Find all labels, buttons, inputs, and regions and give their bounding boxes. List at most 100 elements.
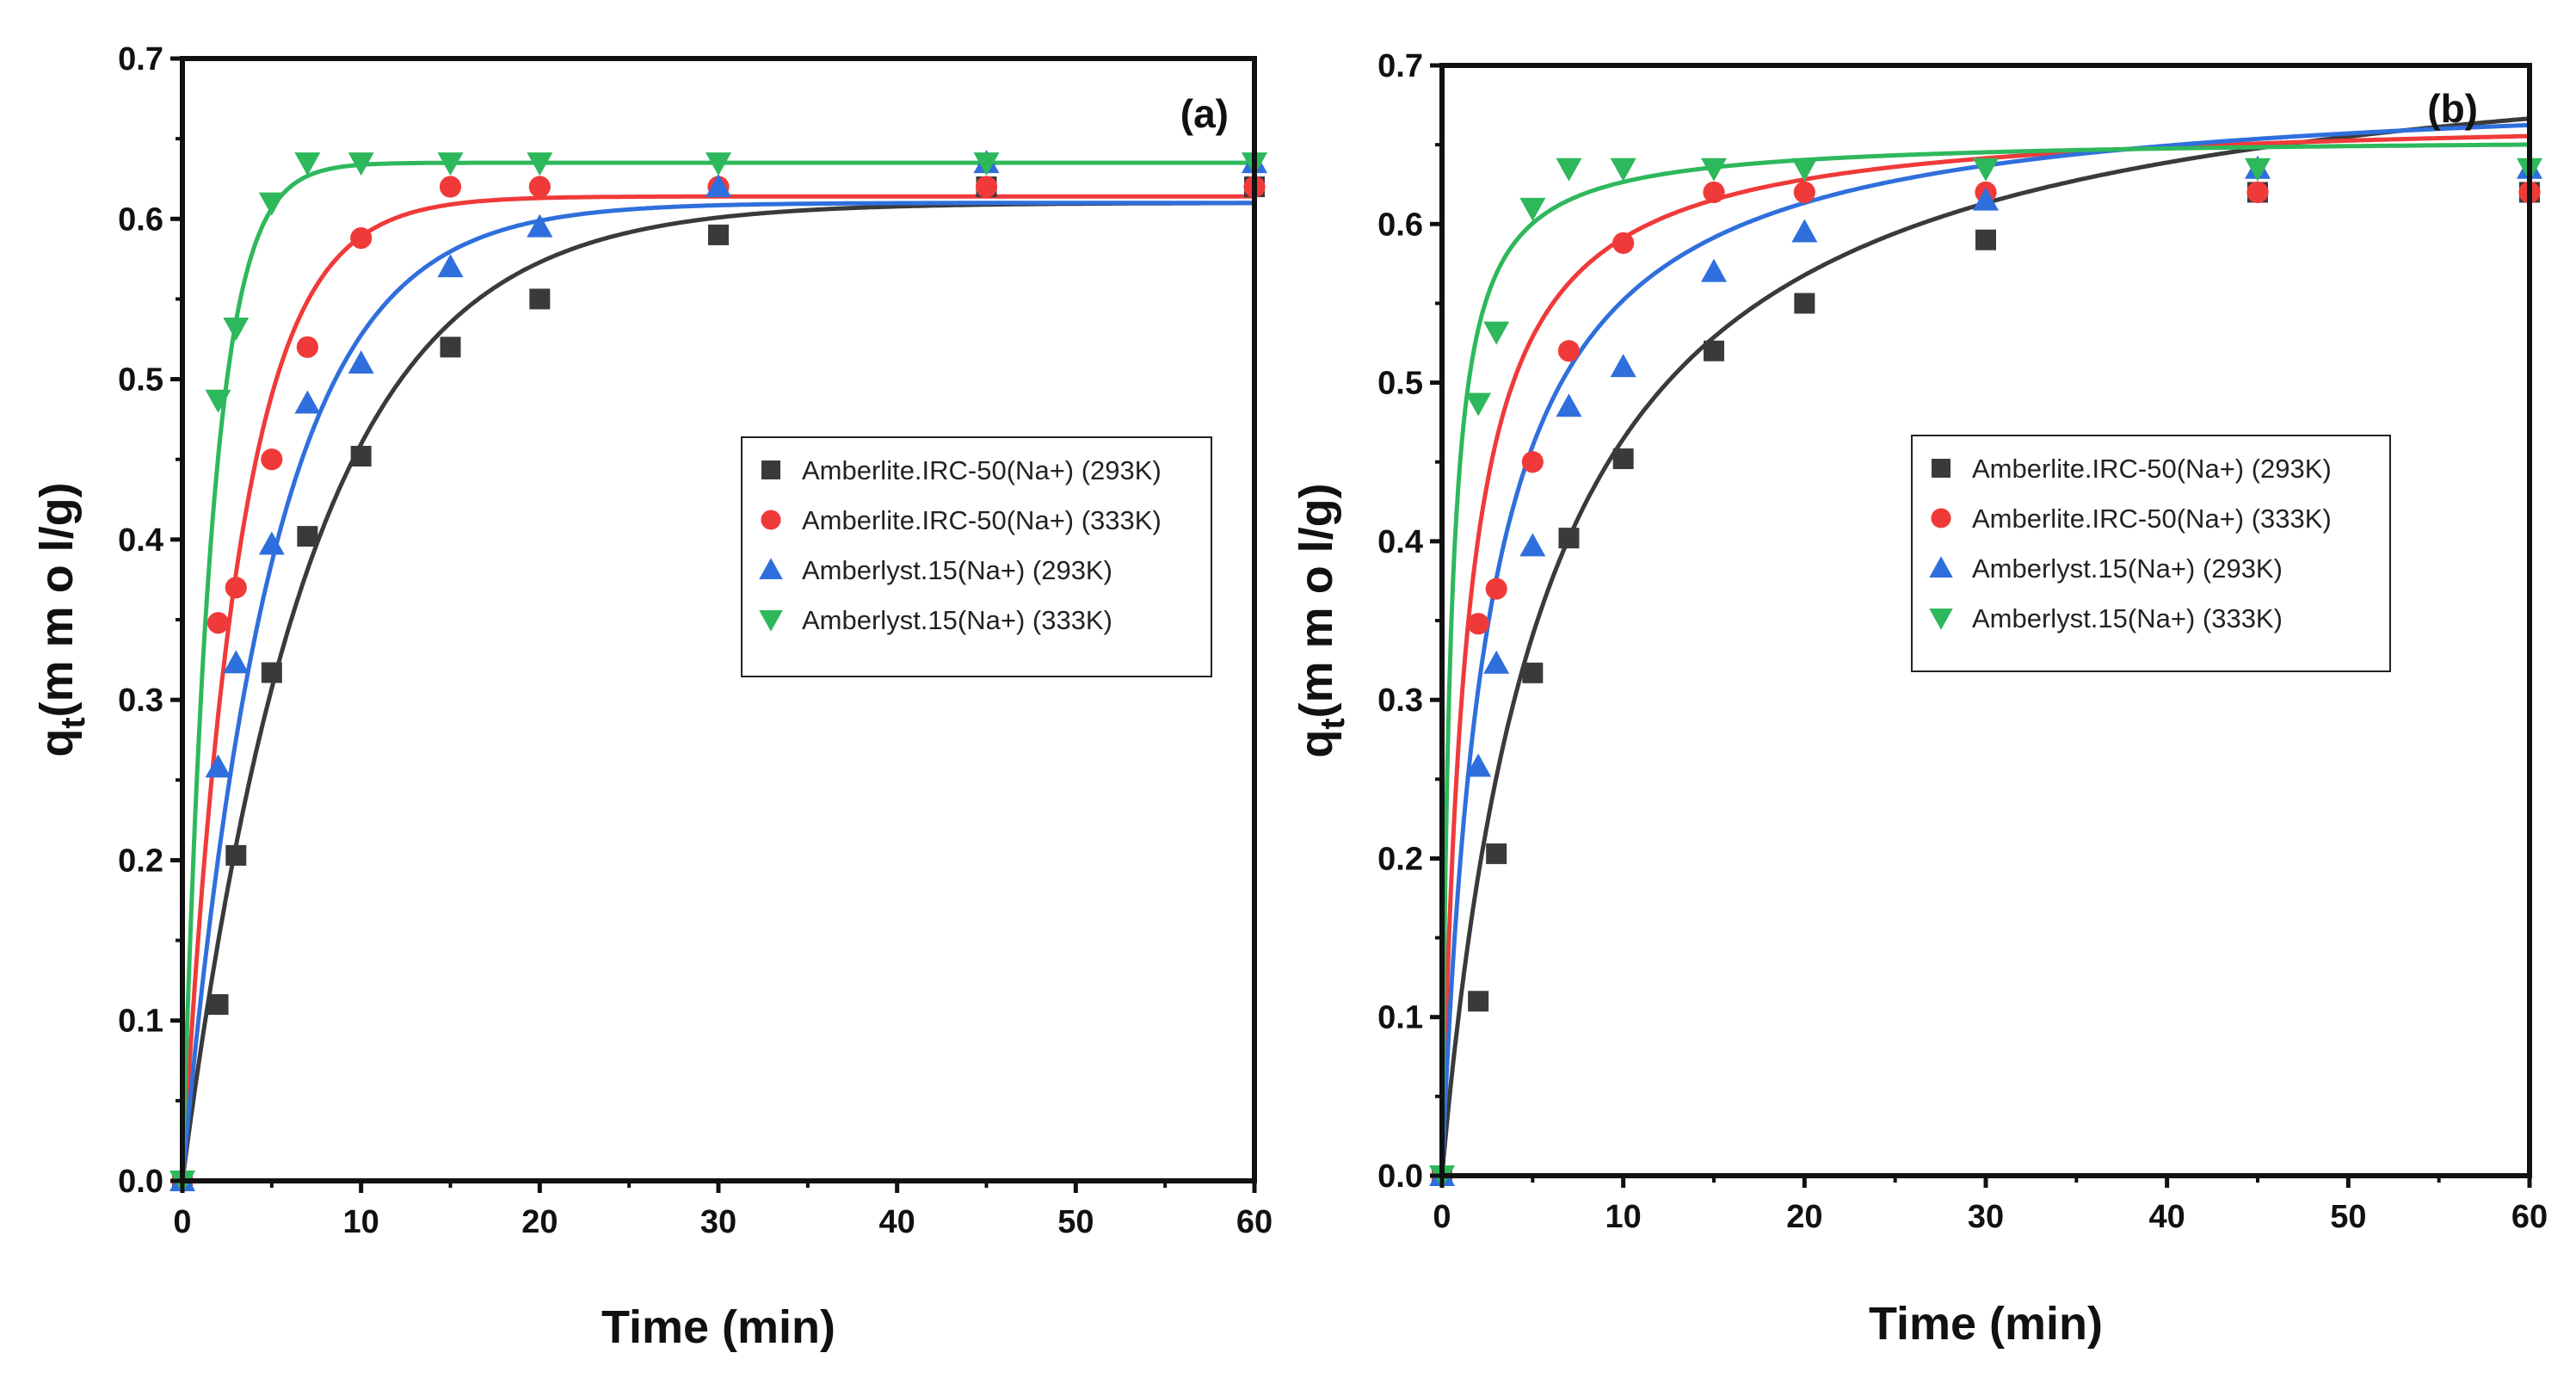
data-point-series-2 [527,213,553,238]
y-axis-label-main: q [31,729,83,757]
data-point-series-0 [440,337,461,358]
legend-entry: Amberlyst.15(Na+) (293K) [1972,553,2283,584]
data-point-series-3 [1556,158,1582,182]
y-tick-label: 0.2 [1377,841,1423,877]
x-tick-label: 50 [1057,1204,1094,1240]
y-tick-label: 0.7 [118,41,163,77]
y-tick-label: 0.1 [1377,1000,1423,1036]
x-tick-label: 40 [2149,1199,2185,1235]
y-tick-label: 0.4 [1377,524,1423,560]
y-tick-label: 0.0 [1377,1158,1423,1195]
data-point-series-0 [225,844,247,866]
legend-entry: Amberlite.IRC-50(Na+) (333K) [802,505,1162,535]
y-tick-label: 0.3 [1377,683,1423,719]
data-point-series-2 [1519,533,1546,557]
data-point-series-0 [1794,293,1815,314]
legend-marker-series-2 [1929,556,1953,578]
data-point-series-0 [529,288,551,310]
legend-entry: Amberlyst.15(Na+) (293K) [802,555,1112,585]
data-point-series-1 [2246,181,2269,204]
data-point-series-0 [297,526,318,547]
data-point-series-3 [1465,392,1492,417]
x-tick-label: 60 [1236,1204,1273,1240]
x-tick-label: 0 [1433,1199,1451,1235]
data-point-series-3 [973,152,1000,176]
data-point-series-2 [205,754,231,778]
data-point-series-0 [1975,229,1996,250]
y-axis-label-subscript: t [1314,718,1352,729]
data-point-series-1 [975,176,998,198]
panel-label: (b) [2427,86,2478,131]
data-point-series-1 [1467,613,1489,635]
y-axis-label-main: q [1291,730,1342,758]
data-point-series-0 [261,662,282,683]
data-point-series-2 [1701,258,1727,282]
x-axis-label: Time (min) [601,1301,835,1353]
y-tick-label: 0.6 [118,201,163,238]
legend-entry: Amberlyst.15(Na+) (333K) [1972,603,2283,633]
data-point-series-3 [1483,321,1510,345]
legend-entry: Amberlite.IRC-50(Na+) (293K) [1972,454,2332,484]
data-point-series-2 [1556,393,1582,417]
x-tick-label: 20 [1786,1199,1822,1235]
data-point-series-0 [1558,528,1580,549]
legend-entry: Amberlite.IRC-50(Na+) (333K) [1972,504,2332,534]
panel-b: 0.0 0.1 0.2 0.3 0.4 0.5 0.6 0.7 0 10 20 30 40 50 60 Tim… [1291,48,2548,1350]
data-point-series-1 [528,176,551,198]
data-point-series-3 [1791,158,1818,182]
data-point-series-1 [296,336,318,358]
data-point-series-3 [527,152,553,176]
x-tick-label: 30 [700,1204,736,1240]
data-point-series-0 [708,224,729,245]
y-tick-label: 0.2 [118,843,163,879]
y-axis-label: qt(m m o l/g) [31,482,92,757]
legend-marker-series-0 [1932,459,1950,478]
legend-marker-series-1 [1931,508,1951,528]
data-point-series-0 [207,994,229,1016]
data-point-series-3 [1519,197,1546,221]
panel-a: 0.0 0.1 0.2 0.3 0.4 0.5 0.6 0.7 0 10 20 30 40 50 60 Tim… [31,41,1273,1353]
data-point-series-3 [258,192,285,216]
data-point-series-1 [1557,340,1581,362]
y-tick-label: 0.4 [118,522,163,559]
x-tick-label: 10 [1605,1199,1642,1235]
data-point-series-1 [261,448,283,471]
data-point-series-1 [1703,181,1725,204]
data-point-series-1 [1793,181,1815,204]
legend-box [1911,435,2391,672]
legend-marker-series-3 [759,610,783,632]
data-point-series-0 [1522,662,1544,683]
y-axis-label-unit: (m m o l/g) [31,482,83,717]
legend-marker-series-0 [761,460,780,479]
data-point-series-1 [1521,451,1544,473]
data-point-series-0 [1612,448,1634,470]
x-tick-label: 20 [521,1204,558,1240]
data-point-series-2 [1791,219,1818,243]
y-tick-label: 0.5 [118,362,163,399]
data-point-series-2 [437,254,464,278]
x-tick-label: 50 [2330,1199,2366,1235]
data-point-series-1 [225,577,247,599]
data-point-series-3 [706,152,731,176]
data-point-series-3 [437,152,464,176]
x-tick-label: 0 [173,1204,191,1240]
y-axis-label-subscript: t [54,717,92,728]
x-axis-label: Time (min) [1869,1298,2103,1350]
y-tick-label: 0.1 [118,1004,163,1040]
fit-line-series-3 [1439,142,2530,1177]
data-point-series-2 [348,349,374,374]
data-point-series-0 [350,445,372,466]
data-point-series-3 [348,152,374,176]
data-point-series-1 [439,176,462,198]
data-point-series-1 [1612,232,1635,254]
data-point-series-1 [206,612,230,634]
panel-label: (a) [1180,91,1229,136]
x-tick-label: 10 [343,1204,379,1240]
data-point-series-3 [294,152,321,176]
fit-line-series-2 [180,201,1254,1182]
data-point-series-1 [350,227,373,250]
data-point-series-3 [2245,158,2271,182]
data-point-series-0 [1704,340,1724,361]
